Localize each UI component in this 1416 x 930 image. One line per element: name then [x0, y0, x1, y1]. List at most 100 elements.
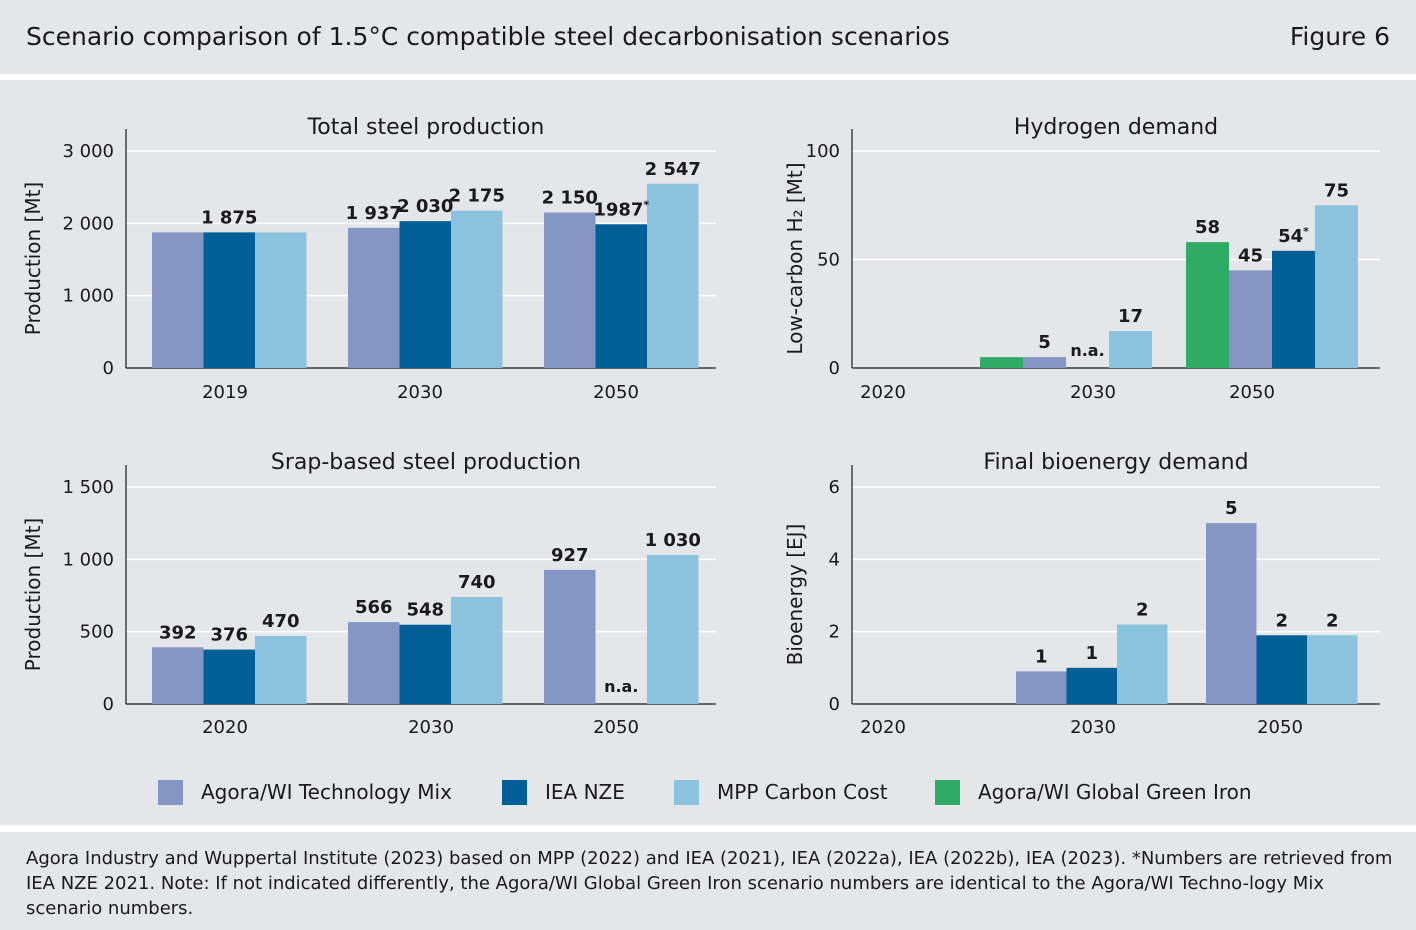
chart-3-ytick-label: 1 500 [62, 477, 114, 498]
chart-1-bar-iea-nze-2019 [203, 232, 255, 368]
source-note: Agora Industry and Wuppertal Institute (… [26, 848, 1393, 919]
chart-1-data-label: 2 175 [449, 186, 505, 207]
chart-1-ytick-label: 1 000 [62, 286, 114, 307]
chart-3-data-label: 927 [551, 545, 589, 566]
chart-4-data-label: 2 [1326, 610, 1339, 631]
chart-2-category-label: 2020 [860, 382, 906, 403]
chart-1-bar-iea-nze-2030 [399, 221, 451, 368]
chart-4-data-label: 5 [1225, 498, 1238, 519]
chart-4-bar-mpp-carbon-cost-2030 [1117, 624, 1168, 704]
chart-3-bar-agora-wi-technology-mix-2050 [544, 569, 596, 704]
chart-2-data-label: 5 [1038, 332, 1051, 353]
chart-3-bar-agora-wi-technology-mix-2020 [152, 647, 204, 704]
chart-2-data-label: 75 [1324, 180, 1349, 201]
chart-1-data-label: 1 937 [346, 203, 402, 224]
legend-label-green-iron: Agora/WI Global Green Iron [978, 780, 1252, 804]
chart-3-bar-agora-wi-technology-mix-2030 [348, 622, 400, 704]
chart-1-data-label: 1987* [593, 198, 649, 220]
chart-4-ytick-label: 2 [829, 622, 840, 643]
chart-1-category-label: 2050 [593, 382, 639, 403]
chart-4-data-label: 2 [1136, 599, 1149, 620]
chart-2-ytick-label: 0 [829, 358, 840, 379]
chart-3-ytick-label: 1 000 [62, 549, 114, 570]
chart-2-ylabel: Low-carbon H₂ [Mt] [783, 162, 807, 354]
chart-3-category-label: 2050 [593, 717, 639, 738]
chart-2-ytick-label: 100 [806, 141, 840, 162]
chart-4-bar-agora-wi-technology-mix-2050 [1206, 523, 1257, 704]
chart-4-ytick-label: 4 [829, 549, 840, 570]
chart-2-bar-agora-wi-global-green-iron-2050 [1186, 242, 1229, 368]
chart-1-category-label: 2019 [202, 382, 248, 403]
chart-2-data-label: n.a. [1070, 341, 1104, 360]
chart-3-data-label: 1 030 [645, 530, 701, 551]
chart-2-bar-agora-wi-global-green-iron-2030 [980, 357, 1023, 368]
chart-2-title: Hydrogen demand [1014, 115, 1218, 140]
chart-1-ytick-label: 3 000 [62, 141, 114, 162]
legend-item-tech-mix: Agora/WI Technology Mix [158, 778, 452, 806]
legend-label-iea-nze: IEA NZE [545, 780, 625, 804]
chart-4-title: Final bioenergy demand [983, 450, 1248, 475]
chart-2-data-label: 54* [1278, 225, 1309, 247]
chart-3-data-label: 548 [406, 600, 444, 621]
chart-4-category-label: 2050 [1257, 717, 1303, 738]
chart-4-category-label: 2020 [860, 717, 906, 738]
chart-4-data-label: 2 [1275, 610, 1288, 631]
chart-2-category-label: 2050 [1229, 382, 1275, 403]
chart-2-bar-agora-wi-technology-mix-2030 [1023, 357, 1066, 368]
chart-4-bar-iea-nze-2050 [1256, 635, 1307, 704]
chart-3-data-label: n.a. [604, 677, 638, 696]
chart-1-ytick-label: 2 000 [62, 213, 114, 234]
chart-3-data-label: 392 [159, 622, 197, 643]
chart-1-ytick-label: 0 [103, 358, 114, 379]
chart-4-bar-mpp-carbon-cost-2050 [1307, 635, 1358, 704]
chart-2-data-label: 17 [1118, 306, 1143, 327]
chart-1-ylabel: Production [Mt] [21, 182, 45, 335]
legend-swatch-iea-nze [502, 779, 527, 805]
legend-label-tech-mix: Agora/WI Technology Mix [201, 780, 452, 804]
chart-1-data-label-asterisk: * [643, 198, 649, 211]
chart-3-category-label: 2030 [408, 717, 454, 738]
chart-2-bar-iea-nze-2050 [1272, 250, 1315, 368]
chart-1-bar-iea-nze-2050 [595, 224, 647, 368]
chart-2-bar-agora-wi-technology-mix-2050 [1229, 270, 1272, 368]
chart-3-ytick-label: 0 [103, 694, 114, 715]
legend-swatch-green-iron [935, 779, 960, 805]
chart-3-title: Srap-based steel production [271, 450, 581, 475]
figure-number: Figure 6 [1289, 22, 1390, 51]
chart-4-ytick-label: 6 [829, 477, 840, 498]
figure-header: Scenario comparison of 1.5°C compatible … [0, 0, 1416, 74]
chart-1-data-label: 2 030 [397, 196, 453, 217]
chart-2-data-label: 58 [1195, 217, 1220, 238]
chart-4-category-label: 2030 [1070, 717, 1116, 738]
chart-1-bar-agora-wi-technology-mix-2050 [544, 212, 596, 368]
chart-3-data-label: 740 [458, 572, 496, 593]
chart-1-data-label: 1 875 [201, 207, 257, 228]
chart-4-bar-iea-nze-2030 [1066, 667, 1117, 704]
chart-2-data-label-asterisk: * [1303, 225, 1309, 238]
figure-footer: Agora Industry and Wuppertal Institute (… [0, 832, 1416, 930]
figure-title: Scenario comparison of 1.5°C compatible … [26, 22, 950, 51]
chart-3-data-label: 376 [210, 625, 248, 646]
chart-1-category-label: 2030 [397, 382, 443, 403]
chart-3-bar-mpp-carbon-cost-2020 [255, 636, 307, 704]
chart-2-bar-mpp-carbon-cost-2050 [1315, 205, 1358, 368]
chart-3-bar-iea-nze-2020 [203, 649, 255, 704]
chart-3-bar-mpp-carbon-cost-2030 [451, 596, 503, 704]
legend-swatch-mpp [674, 779, 699, 805]
charts-svg: 0 1 000 2 000 3 000 Total steel production Pr… [21, 115, 1380, 738]
legend-label-mpp: MPP Carbon Cost [717, 780, 888, 804]
chart-4-data-label: 1 [1085, 643, 1098, 664]
legend-item-iea-nze: IEA NZE [502, 778, 625, 806]
chart-2-data-label: 45 [1238, 245, 1263, 266]
chart-3-data-label: 566 [355, 597, 393, 618]
chart-1-bar-mpp-carbon-cost-2019 [255, 232, 307, 368]
chart-2-bar-mpp-carbon-cost-2030 [1109, 331, 1152, 368]
chart-2-category-label: 2030 [1070, 382, 1116, 403]
chart-1-data-label: 2 547 [645, 159, 701, 180]
legend-item-green-iron: Agora/WI Global Green Iron [935, 778, 1252, 806]
chart-1-bar-mpp-carbon-cost-2050 [647, 183, 699, 368]
chart-1-title: Total steel production [307, 115, 545, 140]
chart-1-bar-agora-wi-technology-mix-2019 [152, 232, 204, 368]
chart-4-bar-agora-wi-technology-mix-2030 [1016, 671, 1067, 704]
chart-1-bar-agora-wi-technology-mix-2030 [348, 227, 400, 368]
